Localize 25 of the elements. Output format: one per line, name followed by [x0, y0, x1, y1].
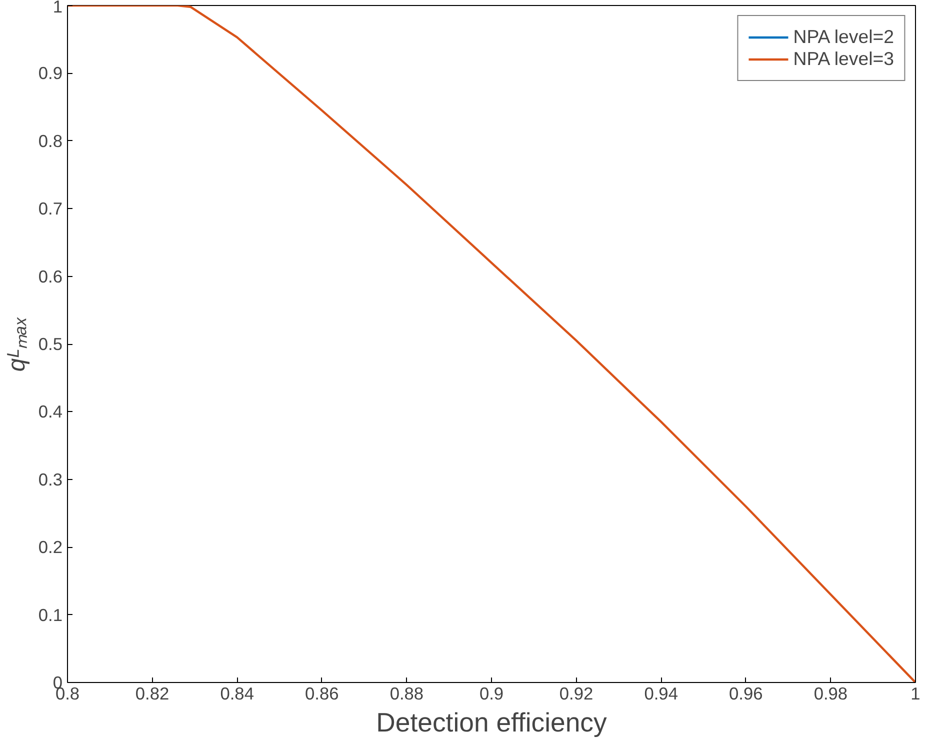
y-axis-title: qᴸₘₐₓ: [3, 316, 30, 372]
legend-label: NPA level=3: [793, 48, 894, 70]
y-tick-label: 1: [52, 0, 63, 16]
y-tick-label: 0.5: [38, 334, 63, 354]
legend-label: NPA level=2: [793, 26, 894, 48]
x-tick-label: 0.9: [479, 684, 504, 704]
y-tick-label: 0.3: [38, 469, 63, 490]
y-tick-label: 0.8: [38, 130, 63, 151]
x-tick-label: 0.92: [559, 684, 594, 704]
x-tick-label: 0.84: [220, 684, 254, 704]
x-tick-label: 0.94: [644, 684, 678, 704]
y-tick-label: 0.9: [38, 63, 63, 84]
x-tick-label: 1: [910, 684, 920, 704]
x-tick-label: 0.86: [305, 684, 339, 704]
x-tick-label: 0.96: [729, 684, 763, 704]
line-series: [68, 6, 916, 682]
x-axis-title: Detection efficiency: [376, 708, 608, 738]
x-tick-label: 0.82: [135, 684, 170, 704]
y-tick-label: 0.2: [38, 537, 63, 558]
x-tick-label: 0.88: [390, 684, 424, 704]
y-tick-label: 0.6: [38, 266, 63, 286]
x-tick-label: 0.98: [814, 684, 848, 704]
y-tick-label: 0.4: [38, 402, 63, 422]
y-tick-label: 0.7: [38, 198, 63, 219]
y-tick-label: 0.1: [38, 604, 63, 625]
